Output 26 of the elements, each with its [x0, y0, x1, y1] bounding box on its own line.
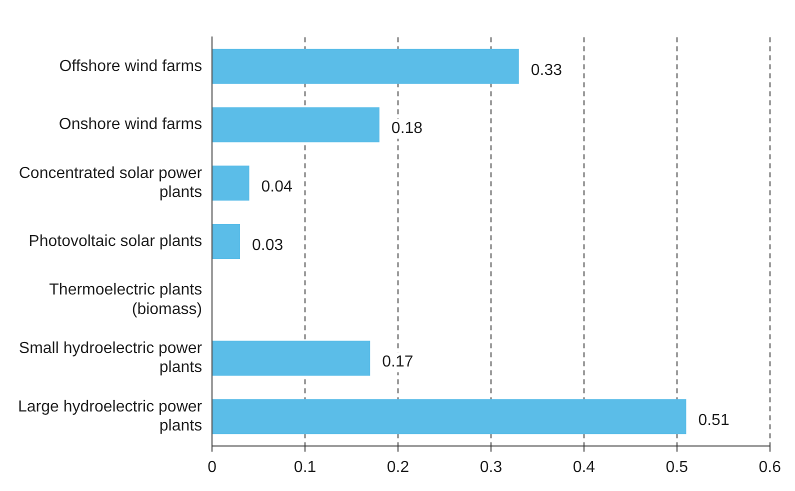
data-label: 0.33 — [530, 62, 562, 79]
bar — [212, 399, 686, 434]
y-tick-label: Onshore wind farms — [58, 116, 202, 134]
bar — [212, 166, 250, 201]
x-tick-label: 0 — [208, 458, 217, 476]
y-tick-label: Large hydroelectric power plants — [18, 398, 203, 435]
y-tick-label: Thermoelectric plants (biomass) — [49, 282, 202, 318]
x-tick-label: 0.6 — [758, 458, 782, 476]
bar — [212, 48, 519, 84]
bar — [212, 107, 380, 142]
data-label: 0.51 — [698, 412, 730, 430]
y-tick-label: Offshore wind farms — [59, 58, 202, 75]
y-tick-label: Photovoltaic solar plants — [28, 232, 202, 250]
x-tick-label: 0.5 — [666, 458, 688, 476]
bar — [212, 224, 240, 260]
data-label: 0.03 — [252, 236, 284, 254]
data-label: 0.17 — [382, 354, 414, 371]
x-tick-label: 0.3 — [480, 458, 502, 476]
data-label: 0.04 — [261, 178, 293, 196]
y-tick-label: Concentrated solar power plants — [18, 164, 203, 202]
bar — [212, 340, 370, 376]
x-tick-label: 0.4 — [572, 458, 596, 476]
data-label: 0.18 — [391, 120, 423, 138]
x-tick-label: 0.2 — [386, 458, 410, 476]
x-tick-label: 0.1 — [294, 458, 316, 476]
y-tick-label: Small hydroelectric power plants — [18, 340, 203, 376]
